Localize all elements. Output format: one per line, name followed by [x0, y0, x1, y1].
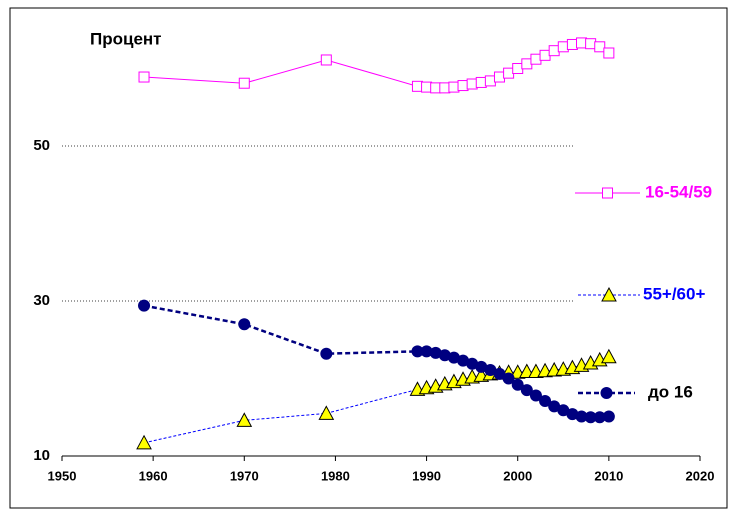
data-point	[475, 360, 488, 373]
data-point	[601, 348, 617, 364]
data-point	[521, 58, 533, 70]
data-point	[493, 367, 506, 380]
data-point	[318, 405, 335, 420]
data-point	[539, 394, 552, 407]
data-point	[457, 354, 470, 367]
data-point	[447, 351, 460, 364]
x-tick-label: 1960	[139, 468, 168, 483]
data-point	[512, 63, 524, 74]
legend-marker	[600, 387, 613, 399]
data-point	[411, 80, 423, 92]
data-point	[503, 67, 515, 79]
data-point	[566, 408, 579, 421]
data-point	[493, 71, 505, 83]
y-axis-title: Процент	[90, 29, 162, 48]
data-point	[411, 345, 424, 358]
frame	[9, 7, 728, 509]
x-tick-label: 2010	[594, 468, 623, 483]
data-point	[438, 349, 451, 362]
data-point	[238, 77, 250, 89]
x-tick-label: 1950	[48, 468, 77, 483]
y-tick-label: 30	[33, 292, 50, 309]
data-point	[566, 38, 578, 50]
data-point	[138, 299, 151, 312]
data-point	[430, 82, 442, 94]
data-point	[594, 41, 606, 53]
data-point	[576, 37, 588, 49]
y-tick-label: 10	[33, 447, 50, 464]
data-point	[466, 78, 478, 90]
data-point	[484, 75, 496, 87]
data-point	[557, 41, 569, 53]
x-tick-label: 2000	[503, 468, 532, 483]
y-tick-label: 50	[33, 137, 50, 154]
data-point	[593, 411, 606, 424]
x-tick-label: 1970	[230, 468, 259, 483]
data-point	[520, 384, 533, 397]
data-point	[584, 411, 597, 424]
data-point	[138, 71, 150, 83]
data-point	[320, 54, 332, 66]
data-point	[511, 378, 524, 391]
data-point	[502, 372, 515, 385]
x-tick-label: 2020	[686, 468, 715, 483]
data-point	[530, 53, 542, 65]
legend-marker	[601, 286, 617, 302]
data-point	[448, 81, 460, 93]
data-point	[539, 49, 551, 61]
legend-label: 16-54/59	[645, 182, 712, 201]
data-point	[439, 82, 451, 94]
data-point	[429, 346, 442, 359]
data-point	[529, 389, 542, 402]
data-point	[136, 434, 152, 450]
data-point	[603, 47, 615, 59]
x-tick-label: 1980	[321, 468, 350, 483]
data-point	[320, 347, 333, 360]
data-point	[420, 345, 433, 358]
data-point	[475, 76, 487, 88]
data-point	[484, 363, 497, 376]
data-point	[236, 412, 253, 427]
legend-marker	[602, 187, 613, 199]
data-point	[548, 400, 561, 413]
data-point	[466, 357, 479, 370]
data-point	[585, 38, 597, 50]
data-point	[238, 318, 251, 331]
legend-label: 55+/60+	[643, 284, 705, 303]
data-point	[457, 80, 469, 92]
x-tick-label: 1990	[412, 468, 441, 483]
data-point	[421, 81, 433, 93]
data-point	[575, 410, 588, 423]
legend-label: до 16	[648, 382, 693, 401]
data-point	[557, 404, 570, 417]
data-point	[602, 410, 615, 423]
data-point	[548, 45, 560, 57]
